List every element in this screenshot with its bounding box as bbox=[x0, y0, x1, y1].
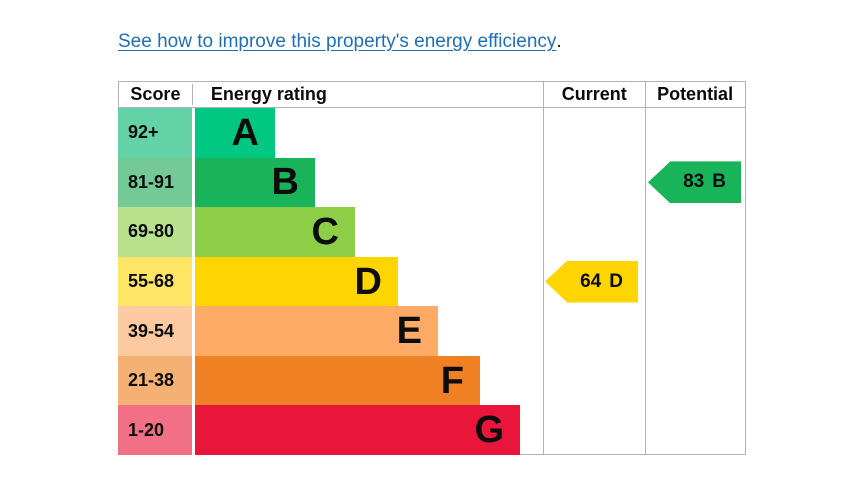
divider-current-potential bbox=[645, 82, 646, 454]
header-score: Score bbox=[119, 84, 193, 105]
score-range-a: 92+ bbox=[118, 108, 192, 158]
divider-rating-current bbox=[543, 82, 544, 454]
band-bar-d: D bbox=[195, 256, 398, 307]
band-bar-a: A bbox=[195, 108, 275, 158]
potential-rating-value: 83 bbox=[683, 171, 705, 193]
score-range-g: 1-20 bbox=[118, 405, 192, 456]
energy-rating-chart: Score Energy rating Current Potential 92… bbox=[118, 81, 746, 456]
band-gap bbox=[192, 108, 195, 158]
improve-efficiency-link[interactable]: See how to improve this property's energ… bbox=[118, 31, 562, 53]
score-range-e: 39-54 bbox=[118, 306, 192, 356]
band-gap bbox=[192, 157, 195, 208]
chart-header-row: Score Energy rating Current Potential bbox=[118, 82, 745, 108]
band-row-f: 21-38 F bbox=[118, 355, 745, 406]
score-range-c: 69-80 bbox=[118, 207, 192, 257]
band-gap bbox=[192, 355, 195, 406]
band-row-d: 55-68 D bbox=[118, 256, 745, 307]
band-bar-b: B bbox=[195, 157, 315, 208]
score-range-d: 55-68 bbox=[118, 256, 192, 307]
band-bar-g: G bbox=[195, 405, 520, 456]
band-row-c: 69-80 C bbox=[118, 207, 745, 257]
band-gap bbox=[192, 405, 195, 456]
band-gap bbox=[192, 207, 195, 257]
band-bar-e: E bbox=[195, 306, 438, 356]
score-range-b: 81-91 bbox=[118, 157, 192, 208]
potential-rating-letter: B bbox=[712, 171, 726, 193]
band-bar-c: C bbox=[195, 207, 355, 257]
current-rating-arrow: 64 D bbox=[545, 260, 638, 303]
current-rating-value: 64 bbox=[580, 270, 602, 292]
band-bar-f: F bbox=[195, 355, 480, 406]
band-rows: 92+ A 81-91 B 69-80 C 55-68 D 39-54 E 21… bbox=[118, 108, 745, 456]
band-gap bbox=[192, 306, 195, 356]
current-rating-letter: D bbox=[609, 270, 623, 292]
band-row-b: 81-91 B bbox=[118, 157, 745, 208]
band-row-a: 92+ A bbox=[118, 108, 745, 158]
header-energy-rating: Energy rating bbox=[210, 84, 327, 104]
band-gap bbox=[192, 256, 195, 307]
header-potential: Potential bbox=[657, 84, 734, 104]
band-row-g: 1-20 G bbox=[118, 405, 745, 456]
header-current: Current bbox=[561, 84, 627, 104]
band-row-e: 39-54 E bbox=[118, 306, 745, 356]
score-range-f: 21-38 bbox=[118, 355, 192, 406]
potential-rating-arrow: 83 B bbox=[648, 161, 741, 204]
link-period: . bbox=[556, 31, 562, 52]
improve-efficiency-link-text: See how to improve this property's energ… bbox=[118, 31, 557, 52]
